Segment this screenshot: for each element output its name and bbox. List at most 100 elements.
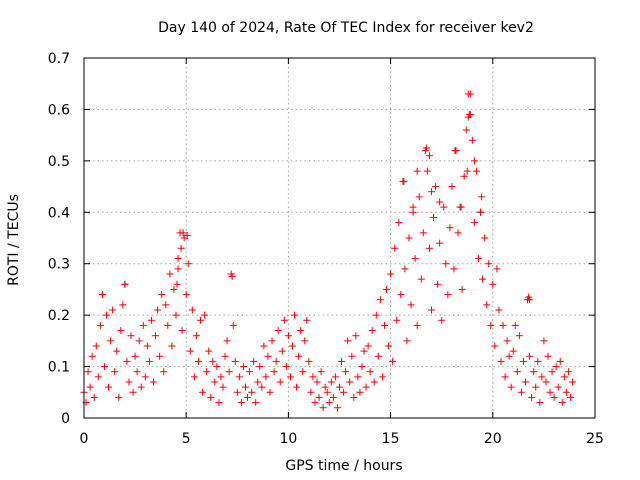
data-point xyxy=(481,235,488,242)
data-point xyxy=(213,363,220,370)
data-point xyxy=(420,229,427,236)
x-tick-label: 10 xyxy=(279,431,297,447)
data-point xyxy=(244,394,251,401)
data-point xyxy=(174,281,181,288)
data-point xyxy=(246,368,253,375)
data-point xyxy=(418,276,425,283)
data-point xyxy=(551,394,558,401)
data-point xyxy=(354,373,361,380)
data-point xyxy=(477,209,484,216)
data-point xyxy=(256,363,263,370)
data-point xyxy=(346,379,353,386)
data-point xyxy=(201,312,208,319)
data-point xyxy=(528,394,535,401)
data-point xyxy=(85,368,92,375)
data-point xyxy=(540,337,547,344)
x-tick-label: 0 xyxy=(80,431,89,447)
plot-frame xyxy=(84,58,595,418)
data-point xyxy=(569,379,576,386)
data-point xyxy=(434,281,441,288)
data-point xyxy=(121,281,128,288)
data-point xyxy=(547,389,554,396)
data-point xyxy=(512,322,519,329)
data-point xyxy=(99,291,106,298)
data-point xyxy=(195,358,202,365)
data-point xyxy=(164,322,171,329)
data-point xyxy=(518,389,525,396)
data-point xyxy=(191,373,198,380)
data-point xyxy=(111,368,118,375)
data-point xyxy=(444,291,451,298)
x-axis-label: GPS time / hours xyxy=(285,458,402,474)
y-tick-label: 0.3 xyxy=(48,257,70,273)
data-point xyxy=(187,348,194,355)
data-point xyxy=(373,312,380,319)
data-point xyxy=(464,168,471,175)
data-point xyxy=(383,286,390,293)
data-point xyxy=(224,337,231,344)
data-point xyxy=(385,343,392,350)
data-point xyxy=(172,312,179,319)
data-point xyxy=(350,394,357,401)
data-point xyxy=(340,389,347,396)
data-point xyxy=(103,312,110,319)
data-point xyxy=(549,368,556,375)
data-point xyxy=(226,368,233,375)
data-point xyxy=(379,373,386,380)
data-point xyxy=(279,348,286,355)
data-point xyxy=(189,307,196,314)
data-point xyxy=(297,327,304,334)
data-point xyxy=(544,353,551,360)
data-point xyxy=(175,265,182,272)
data-point xyxy=(119,301,126,308)
data-point xyxy=(178,245,185,252)
data-point xyxy=(209,358,216,365)
data-point xyxy=(295,353,302,360)
data-point xyxy=(500,322,507,329)
data-point xyxy=(93,343,100,350)
data-point xyxy=(320,404,327,411)
data-point xyxy=(123,358,130,365)
data-point xyxy=(128,332,135,339)
chart-title: Day 140 of 2024, Rate Of TEC Index for r… xyxy=(158,20,534,36)
data-point xyxy=(267,389,274,396)
data-point xyxy=(428,188,435,195)
data-point xyxy=(316,394,323,401)
data-point xyxy=(426,245,433,252)
x-tick-labels: 0 5 10 15 20 25 xyxy=(80,431,604,447)
data-point xyxy=(471,157,478,164)
data-point xyxy=(485,260,492,267)
data-point xyxy=(230,322,237,329)
data-point xyxy=(483,301,490,308)
data-point xyxy=(504,337,511,344)
data-point xyxy=(301,337,308,344)
data-point xyxy=(152,332,159,339)
data-point xyxy=(338,358,345,365)
data-point xyxy=(375,353,382,360)
data-point xyxy=(471,219,478,226)
data-point xyxy=(542,379,549,386)
data-point xyxy=(538,373,545,380)
data-point xyxy=(132,353,139,360)
data-point xyxy=(473,168,480,175)
data-point xyxy=(203,368,210,375)
data-point xyxy=(144,343,151,350)
data-point xyxy=(530,368,537,375)
data-point xyxy=(344,337,351,344)
data-point xyxy=(502,373,509,380)
y-tick-label: 0.7 xyxy=(48,51,70,67)
data-point xyxy=(258,384,265,391)
data-point xyxy=(160,368,167,375)
data-point xyxy=(522,379,529,386)
data-point xyxy=(532,384,539,391)
data-point xyxy=(397,291,404,298)
data-point xyxy=(146,358,153,365)
data-point xyxy=(314,379,321,386)
y-tick-label: 0.5 xyxy=(48,154,70,170)
grid-lines xyxy=(84,58,595,418)
data-point xyxy=(430,214,437,221)
data-point xyxy=(448,183,455,190)
data-point xyxy=(236,373,243,380)
data-point xyxy=(497,358,504,365)
data-point xyxy=(125,379,132,386)
